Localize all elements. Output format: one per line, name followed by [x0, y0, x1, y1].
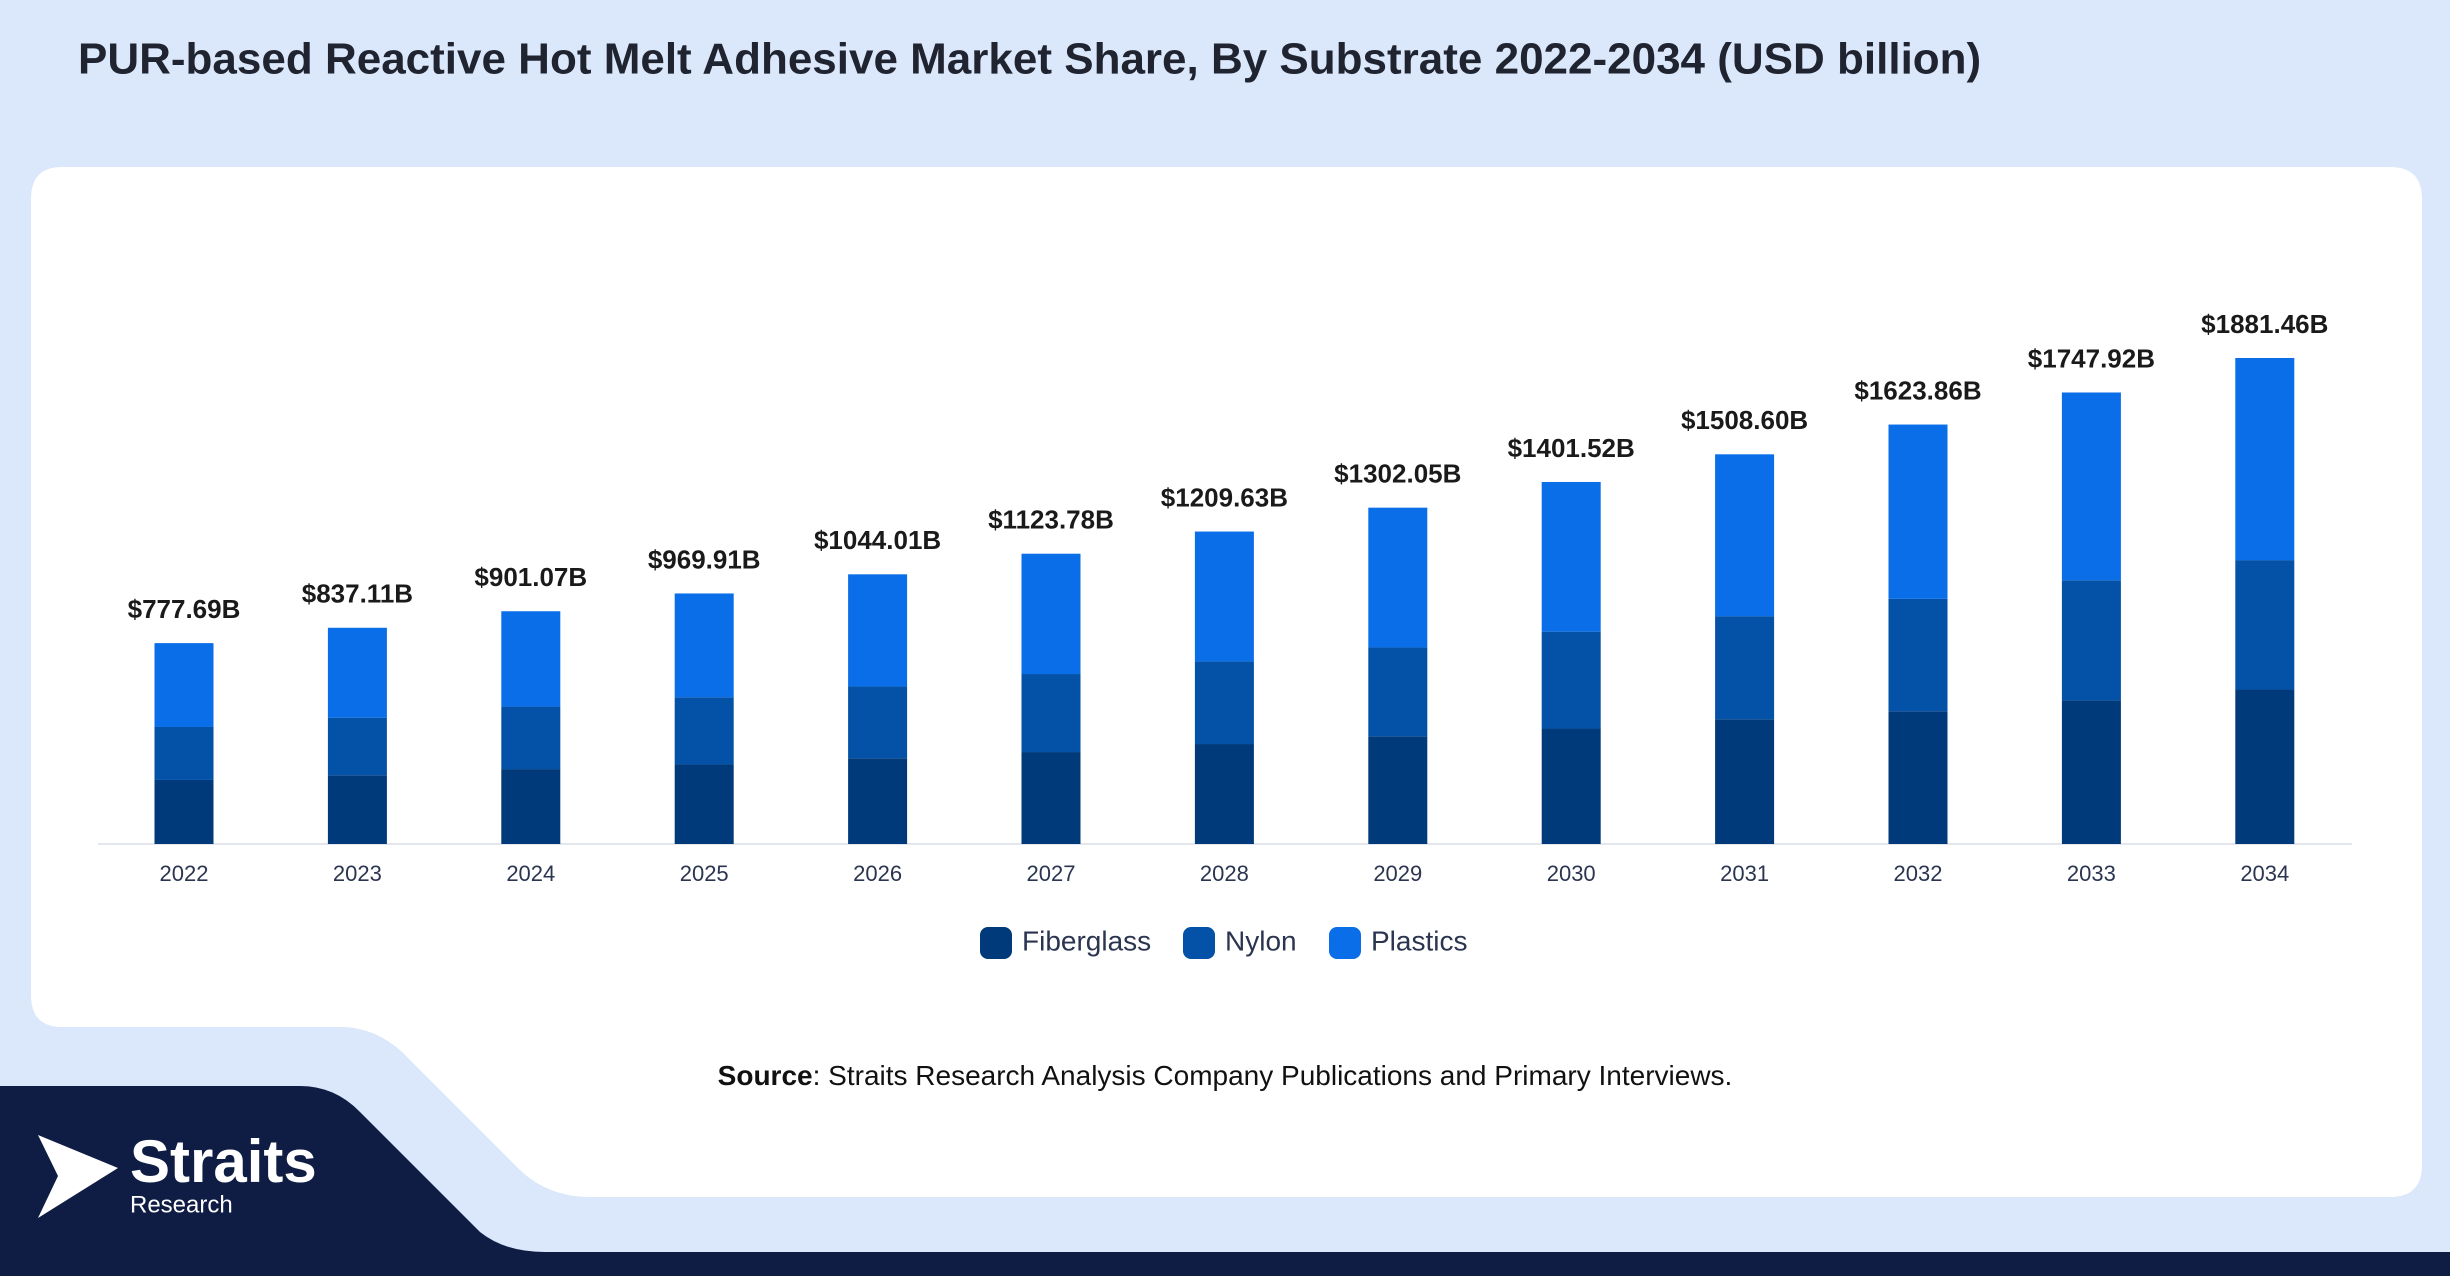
x-tick-label: 2026 — [853, 861, 902, 886]
bar-segment — [327, 775, 387, 844]
chart-title: PUR-based Reactive Hot Melt Adhesive Mar… — [78, 35, 1981, 84]
x-tick-label: 2031 — [1720, 861, 1769, 886]
x-tick-label: 2033 — [2067, 861, 2116, 886]
x-tick-label: 2034 — [2240, 861, 2289, 886]
x-tick-label: 2030 — [1547, 861, 1596, 886]
logo-icon — [38, 1135, 118, 1218]
x-tick-label: 2032 — [1894, 861, 1943, 886]
bar-segment — [1541, 728, 1601, 844]
x-tick-label: 2028 — [1200, 861, 1249, 886]
bar-segment — [1541, 631, 1601, 729]
bar-segment — [1715, 454, 1775, 617]
x-tick-label: 2024 — [506, 861, 555, 886]
bar-segment — [1021, 752, 1081, 844]
total-label: $1881.46B — [2201, 309, 2328, 339]
total-label: $1302.05B — [1334, 459, 1461, 489]
bar-segment — [1888, 711, 1948, 844]
bar-segment — [154, 726, 214, 780]
source-text: : Straits Research Analysis Company Publ… — [813, 1060, 1733, 1091]
bar-segment — [1541, 481, 1601, 632]
legend-swatch — [1329, 927, 1361, 959]
legend-swatch — [1183, 927, 1215, 959]
legend-label: Fiberglass — [1022, 925, 1151, 956]
bar-segment — [1888, 424, 1948, 599]
bar-segment — [1715, 719, 1775, 844]
bar-segment — [1888, 598, 1948, 712]
bar-segment — [2061, 700, 2121, 844]
x-tick-label: 2027 — [1027, 861, 1076, 886]
logo-sub: Research — [130, 1191, 233, 1218]
bar-segment — [2235, 560, 2295, 690]
total-label: $1123.78B — [988, 505, 1114, 535]
bar-segment — [2061, 392, 2121, 581]
logo-name: Straits — [130, 1128, 317, 1195]
bar-segment — [501, 769, 561, 844]
bar-segment — [1368, 736, 1428, 844]
total-label: $777.69B — [128, 594, 241, 624]
bar-segment — [1021, 674, 1081, 753]
source-label: Source — [718, 1060, 813, 1091]
legend-label: Nylon — [1225, 925, 1297, 956]
total-label: $969.91B — [648, 544, 761, 574]
bar-segment — [501, 706, 561, 770]
total-label: $837.11B — [302, 579, 413, 609]
bar-segment — [848, 686, 908, 759]
bar-segment — [674, 764, 734, 844]
bar-segment — [1194, 661, 1254, 745]
bar-segment — [2061, 580, 2121, 701]
total-label: $1747.92B — [2028, 343, 2155, 373]
legend-label: Plastics — [1371, 925, 1467, 956]
total-label: $901.07B — [474, 562, 587, 592]
bar-segment — [2235, 689, 2295, 844]
bar-segment — [2235, 358, 2295, 561]
bar-segment — [154, 779, 214, 844]
bar-segment — [674, 697, 734, 765]
x-tick-label: 2025 — [680, 861, 729, 886]
bar-segment — [1194, 531, 1254, 662]
bar-segment — [1715, 616, 1775, 720]
x-tick-label: 2023 — [333, 861, 382, 886]
bar-segment — [848, 758, 908, 844]
bar-segment — [1368, 507, 1428, 648]
total-label: $1623.86B — [1854, 375, 1981, 405]
total-label: $1508.60B — [1681, 405, 1808, 435]
legend-swatch — [980, 927, 1012, 959]
total-label: $1401.52B — [1508, 433, 1635, 463]
bar-segment — [501, 611, 561, 707]
bar-segment — [674, 593, 734, 698]
bar-segment — [154, 643, 214, 727]
bar-segment — [848, 574, 908, 687]
bar-segment — [327, 627, 387, 718]
bar-segment — [1368, 647, 1428, 737]
total-label: $1044.01B — [814, 525, 941, 555]
bar-segment — [1021, 553, 1081, 675]
logo-panel — [0, 1086, 2450, 1276]
x-tick-label: 2029 — [1373, 861, 1422, 886]
x-tick-label: 2022 — [160, 861, 209, 886]
bar-segment — [1194, 744, 1254, 844]
source: Source: Straits Research Analysis Compan… — [718, 1060, 1733, 1091]
bar-segment — [327, 717, 387, 776]
total-label: $1209.63B — [1161, 482, 1288, 512]
